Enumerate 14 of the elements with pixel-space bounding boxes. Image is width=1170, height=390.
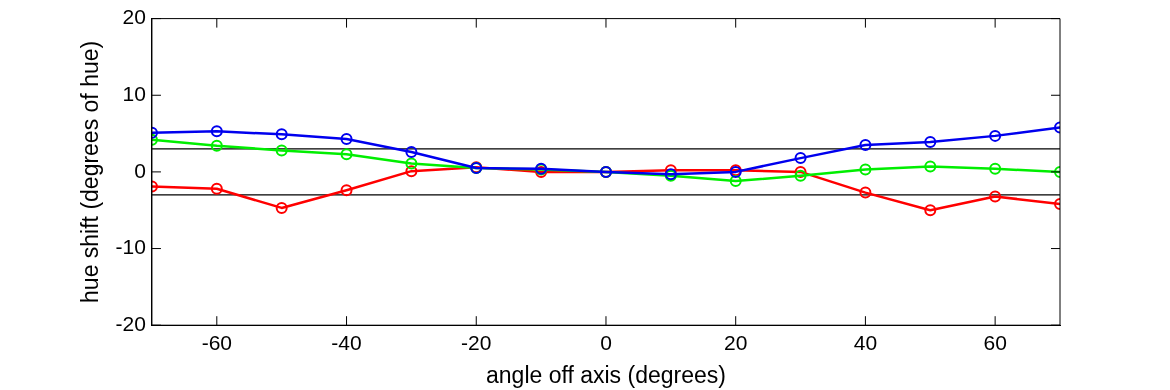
x-tick-label: 60 xyxy=(983,330,1007,354)
x-axis-title: angle off axis (degrees) xyxy=(486,361,726,388)
y-tick-label: -20 xyxy=(115,312,146,335)
y-tick-label: 20 xyxy=(122,5,146,29)
x-tick-label: -60 xyxy=(201,330,232,354)
y-tick-label: 10 xyxy=(122,82,146,106)
x-tick-label: -20 xyxy=(461,330,492,354)
x-tick-label: -40 xyxy=(331,330,362,354)
y-tick-label: -10 xyxy=(115,235,146,259)
x-tick-label: 40 xyxy=(853,330,878,354)
y-tick-label: 0 xyxy=(134,158,146,182)
x-tick-label: 20 xyxy=(724,330,748,354)
y-axis-title: hue shift (degrees of hue) xyxy=(77,40,104,303)
x-tick-label: 0 xyxy=(600,330,612,354)
